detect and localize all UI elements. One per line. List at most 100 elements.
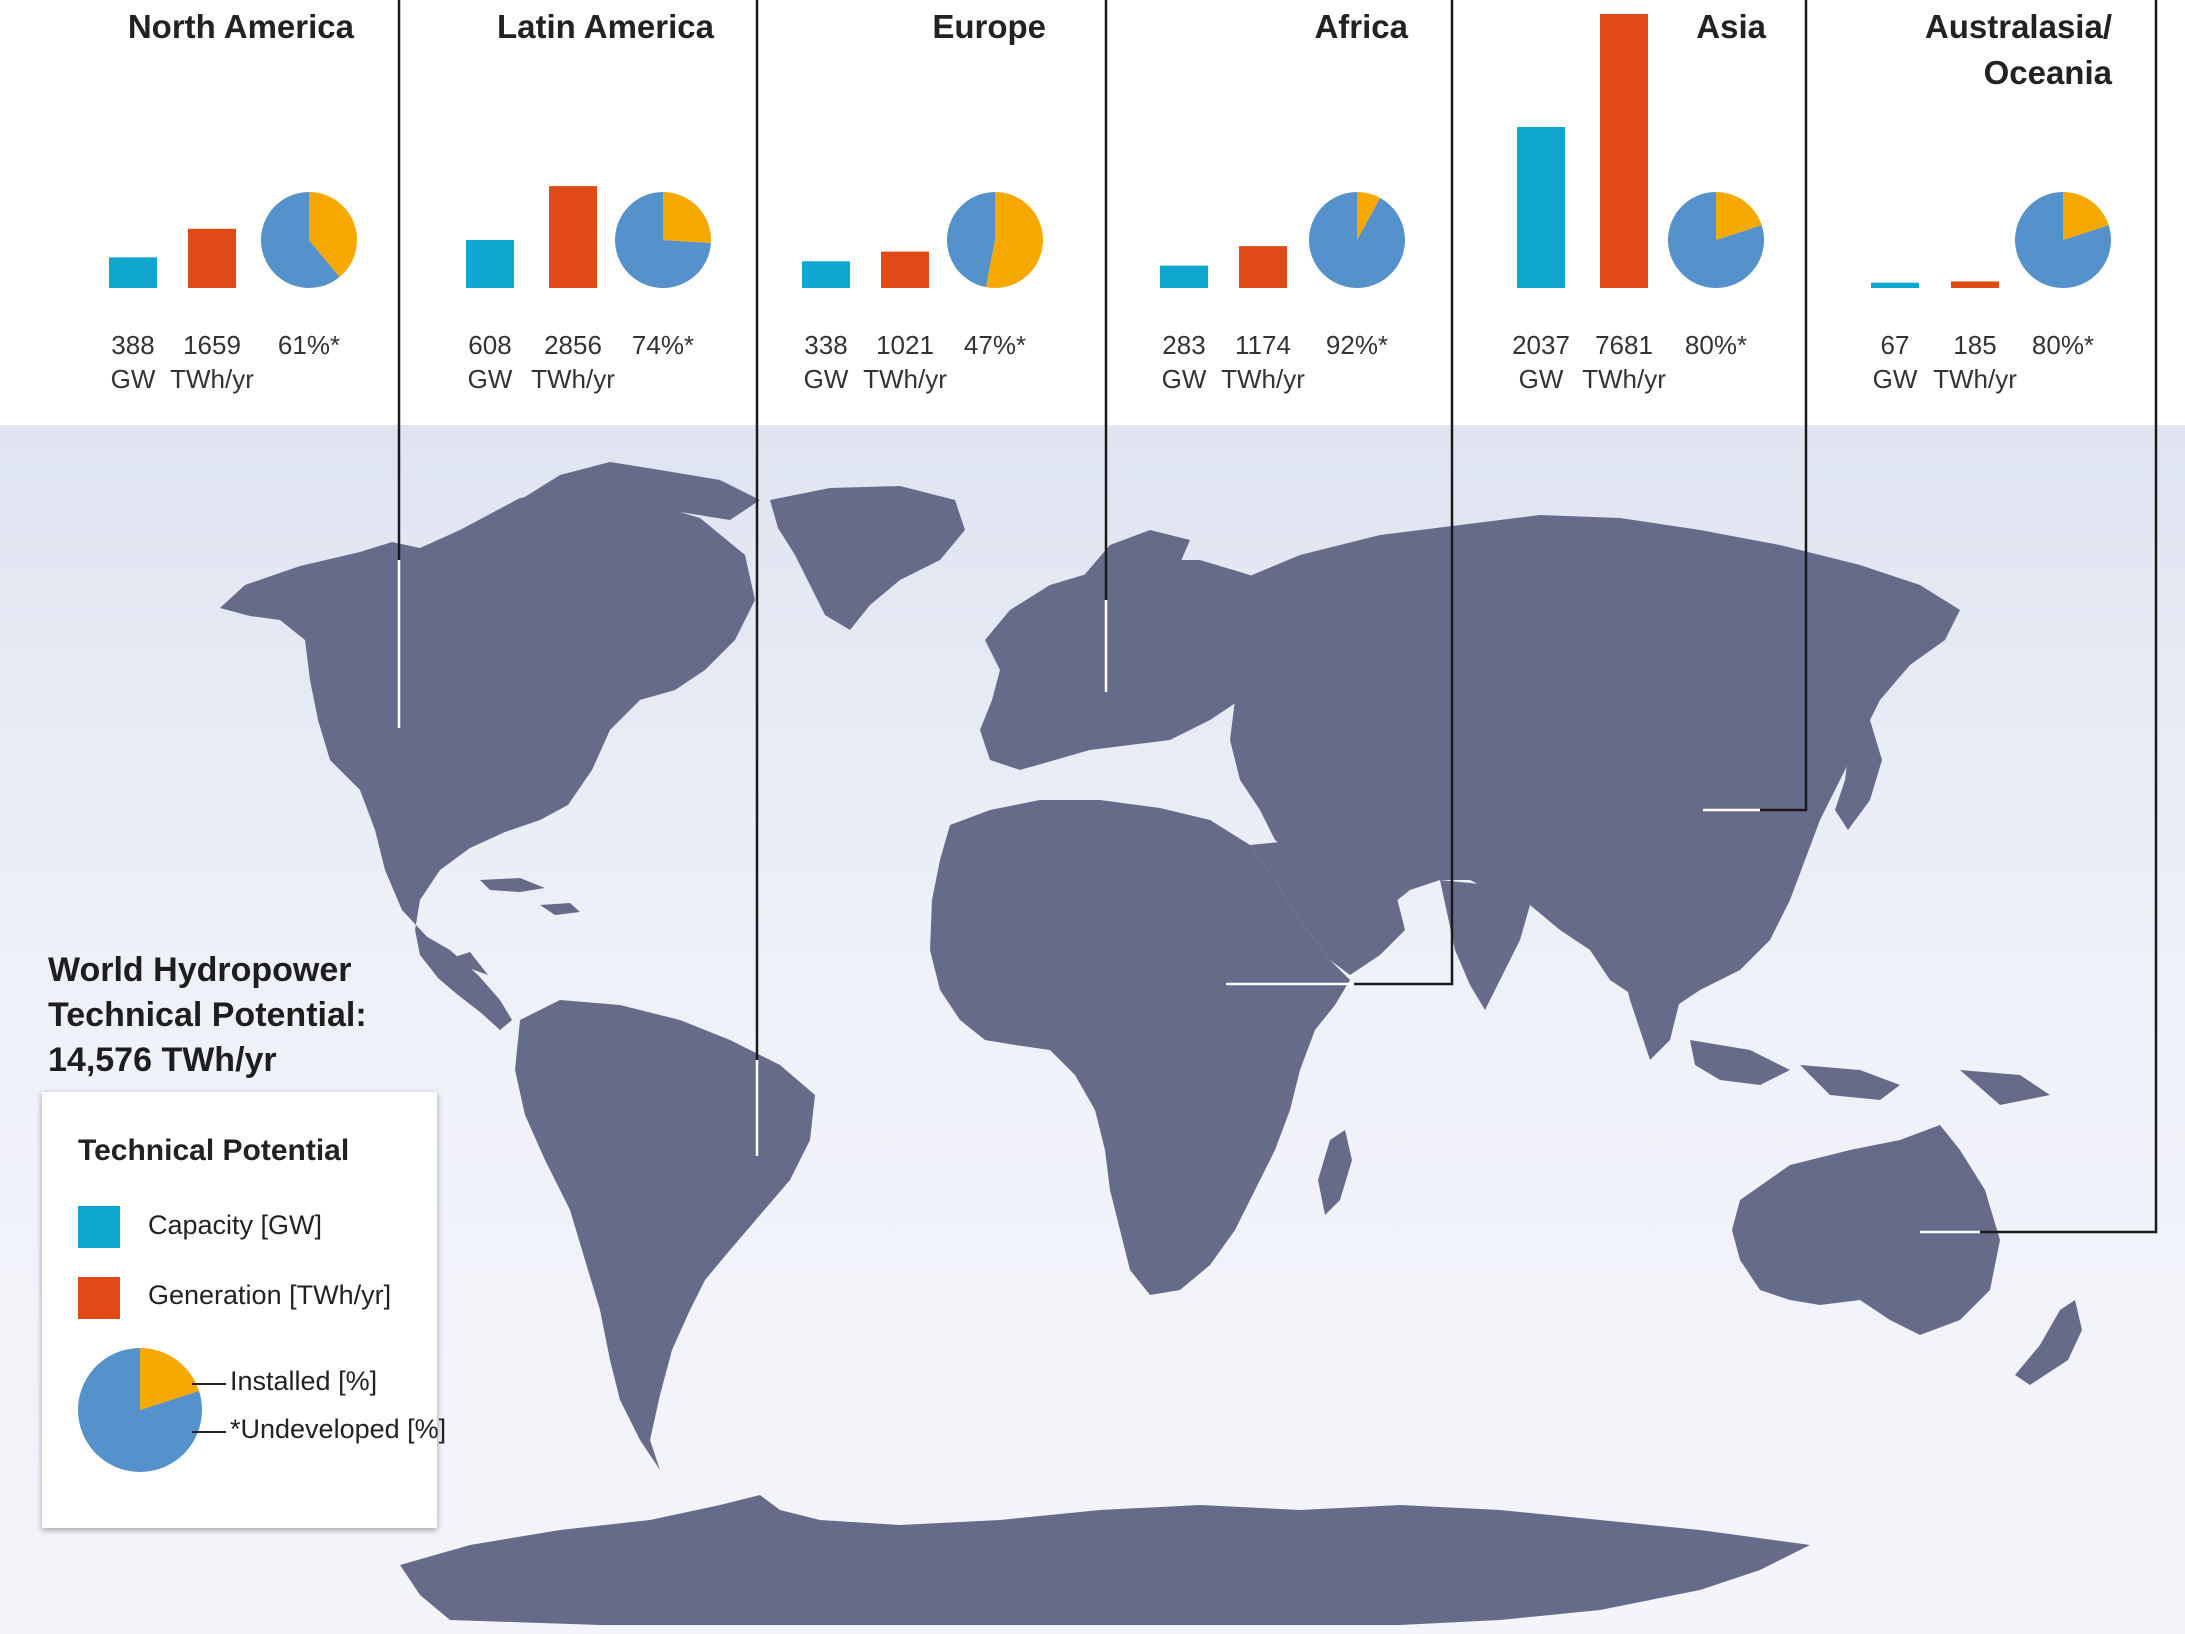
australia-landmass <box>1732 1125 2000 1335</box>
oceania-undeveloped-value: 80%* <box>2031 330 2095 360</box>
africa-capacity-bar <box>1160 265 1208 288</box>
installed-legend-label: Installed [%] <box>230 1366 378 1396</box>
europe-generation-unit: TWh/yr <box>863 364 947 394</box>
undeveloped-legend-label: *Undeveloped [%] <box>230 1414 447 1444</box>
africa-generation-bar <box>1239 246 1287 288</box>
regional-charts <box>109 14 2111 288</box>
latin-america-generation-value: 2856 <box>544 330 602 360</box>
north-america-capacity-value: 388 <box>111 330 155 360</box>
caribbean-islands <box>480 878 580 915</box>
latin-america-pie <box>615 192 711 288</box>
north-america-undeveloped-value: 61%* <box>277 330 341 360</box>
europe-region-title: Europe <box>932 8 1046 45</box>
asia-capacity-value: 2037 <box>1512 330 1570 360</box>
africa-region-title: Africa <box>1314 8 1408 45</box>
europe-undeveloped-value: 47%* <box>963 330 1027 360</box>
europe-landmass <box>980 560 1300 770</box>
arabian-peninsula <box>1250 840 1405 975</box>
north-america-generation-unit: TWh/yr <box>170 364 254 394</box>
latin-america-capacity-unit: GW <box>467 364 513 394</box>
indian-subcontinent <box>1440 880 1530 1010</box>
north-america-generation-value: 1659 <box>183 330 241 360</box>
europe-capacity-value: 338 <box>804 330 848 360</box>
british-isles <box>1005 628 1040 690</box>
north-america-capacity-bar <box>109 257 157 288</box>
capacity-swatch <box>78 1206 120 1248</box>
latin-america-region-title: Latin America <box>496 8 714 45</box>
madagascar <box>1318 1130 1352 1215</box>
asia-generation-bar <box>1600 14 1648 288</box>
asia-generation-value: 7681 <box>1595 330 1653 360</box>
legend-pie-installed-slice <box>140 1348 199 1410</box>
oceania-generation-bar <box>1951 281 1999 288</box>
oceania-generation-value: 185 <box>1953 330 1997 360</box>
oceania-capacity-bar <box>1871 282 1919 288</box>
connector-asia <box>1760 0 1808 812</box>
asia-capacity-bar <box>1517 127 1565 288</box>
europe-generation-value: 1021 <box>876 330 934 360</box>
europe-pie-undeveloped-slice <box>946 192 995 288</box>
southeast-asia <box>1620 960 1680 1060</box>
asia-pie <box>1668 192 1765 288</box>
latin-america-capacity-bar <box>466 239 514 288</box>
generation-swatch <box>78 1277 120 1319</box>
africa-capacity-value: 283 <box>1162 330 1206 360</box>
indonesia <box>1690 1040 2050 1105</box>
africa-pie <box>1309 192 1406 288</box>
connector-oceania <box>1980 0 2158 1234</box>
latin-america-generation-bar <box>549 186 597 288</box>
oceania-capacity-unit: GW <box>1872 364 1918 394</box>
asia-region-title: Asia <box>1696 8 1766 45</box>
asia-generation-unit: TWh/yr <box>1582 364 1666 394</box>
latin-america-pie-undeveloped-slice <box>615 192 711 288</box>
oceania-pie <box>2014 192 2111 288</box>
central-america-landmass <box>415 930 512 1030</box>
antarctica-landmass <box>400 1495 1810 1625</box>
asia-pie-installed-slice <box>1716 192 1762 240</box>
africa-generation-unit: TWh/yr <box>1221 364 1305 394</box>
north-america-generation-bar <box>188 228 236 288</box>
latin-america-generation-unit: TWh/yr <box>531 364 615 394</box>
north-america-capacity-unit: GW <box>110 364 156 394</box>
africa-landmass <box>930 800 1350 1295</box>
north-america-landmass <box>220 490 755 975</box>
europe-capacity-unit: GW <box>803 364 849 394</box>
world-title-line-2: Technical Potential: <box>48 996 367 1034</box>
world-title: World Hydropower Technical Potential: 14… <box>48 948 367 1083</box>
asia-undeveloped-value: 80%* <box>1684 330 1748 360</box>
europe-capacity-bar <box>802 261 850 288</box>
latin-america-pie-installed-slice <box>663 192 711 244</box>
europe-generation-bar <box>881 251 929 288</box>
legend-box: Technical Potential Capacity [GW] Genera… <box>42 1092 446 1528</box>
africa-pie-installed-slice <box>1357 192 1381 240</box>
north-america-pie-installed-slice <box>309 192 357 277</box>
legend-pie <box>78 1348 226 1472</box>
south-america-landmass <box>515 1000 815 1470</box>
japan <box>1835 720 1882 830</box>
capacity-legend-label: Capacity [GW] <box>148 1210 323 1240</box>
africa-undeveloped-value: 92%* <box>1325 330 1389 360</box>
arctic-archipelago <box>520 462 760 520</box>
europe-pie-installed-slice <box>986 192 1043 288</box>
greenland-landmass <box>770 486 965 630</box>
oceania-region-title: Australasia/ Oceania <box>1924 8 2112 91</box>
africa-generation-value: 1174 <box>1235 330 1291 360</box>
asia-capacity-unit: GW <box>1518 364 1564 394</box>
legend-title: Technical Potential <box>78 1134 350 1167</box>
new-zealand <box>2015 1300 2082 1385</box>
connector-africa <box>1354 0 1454 986</box>
generation-legend-label: Generation [TWh/yr] <box>148 1280 392 1310</box>
oceania-generation-unit: TWh/yr <box>1933 364 2017 394</box>
oceania-pie-installed-slice <box>2063 192 2109 240</box>
world-title-line-3: 14,576 TWh/yr <box>48 1041 277 1079</box>
world-title-line-1: World Hydropower <box>48 951 352 989</box>
africa-capacity-unit: GW <box>1161 364 1207 394</box>
asia-landmass <box>1230 515 1960 1010</box>
north-america-region-title: North America <box>127 8 354 45</box>
oceania-capacity-value: 67 <box>1880 330 1910 360</box>
scandinavia <box>1080 530 1190 620</box>
north-america-pie-undeveloped-slice <box>261 192 340 288</box>
canada-islands <box>500 495 690 575</box>
